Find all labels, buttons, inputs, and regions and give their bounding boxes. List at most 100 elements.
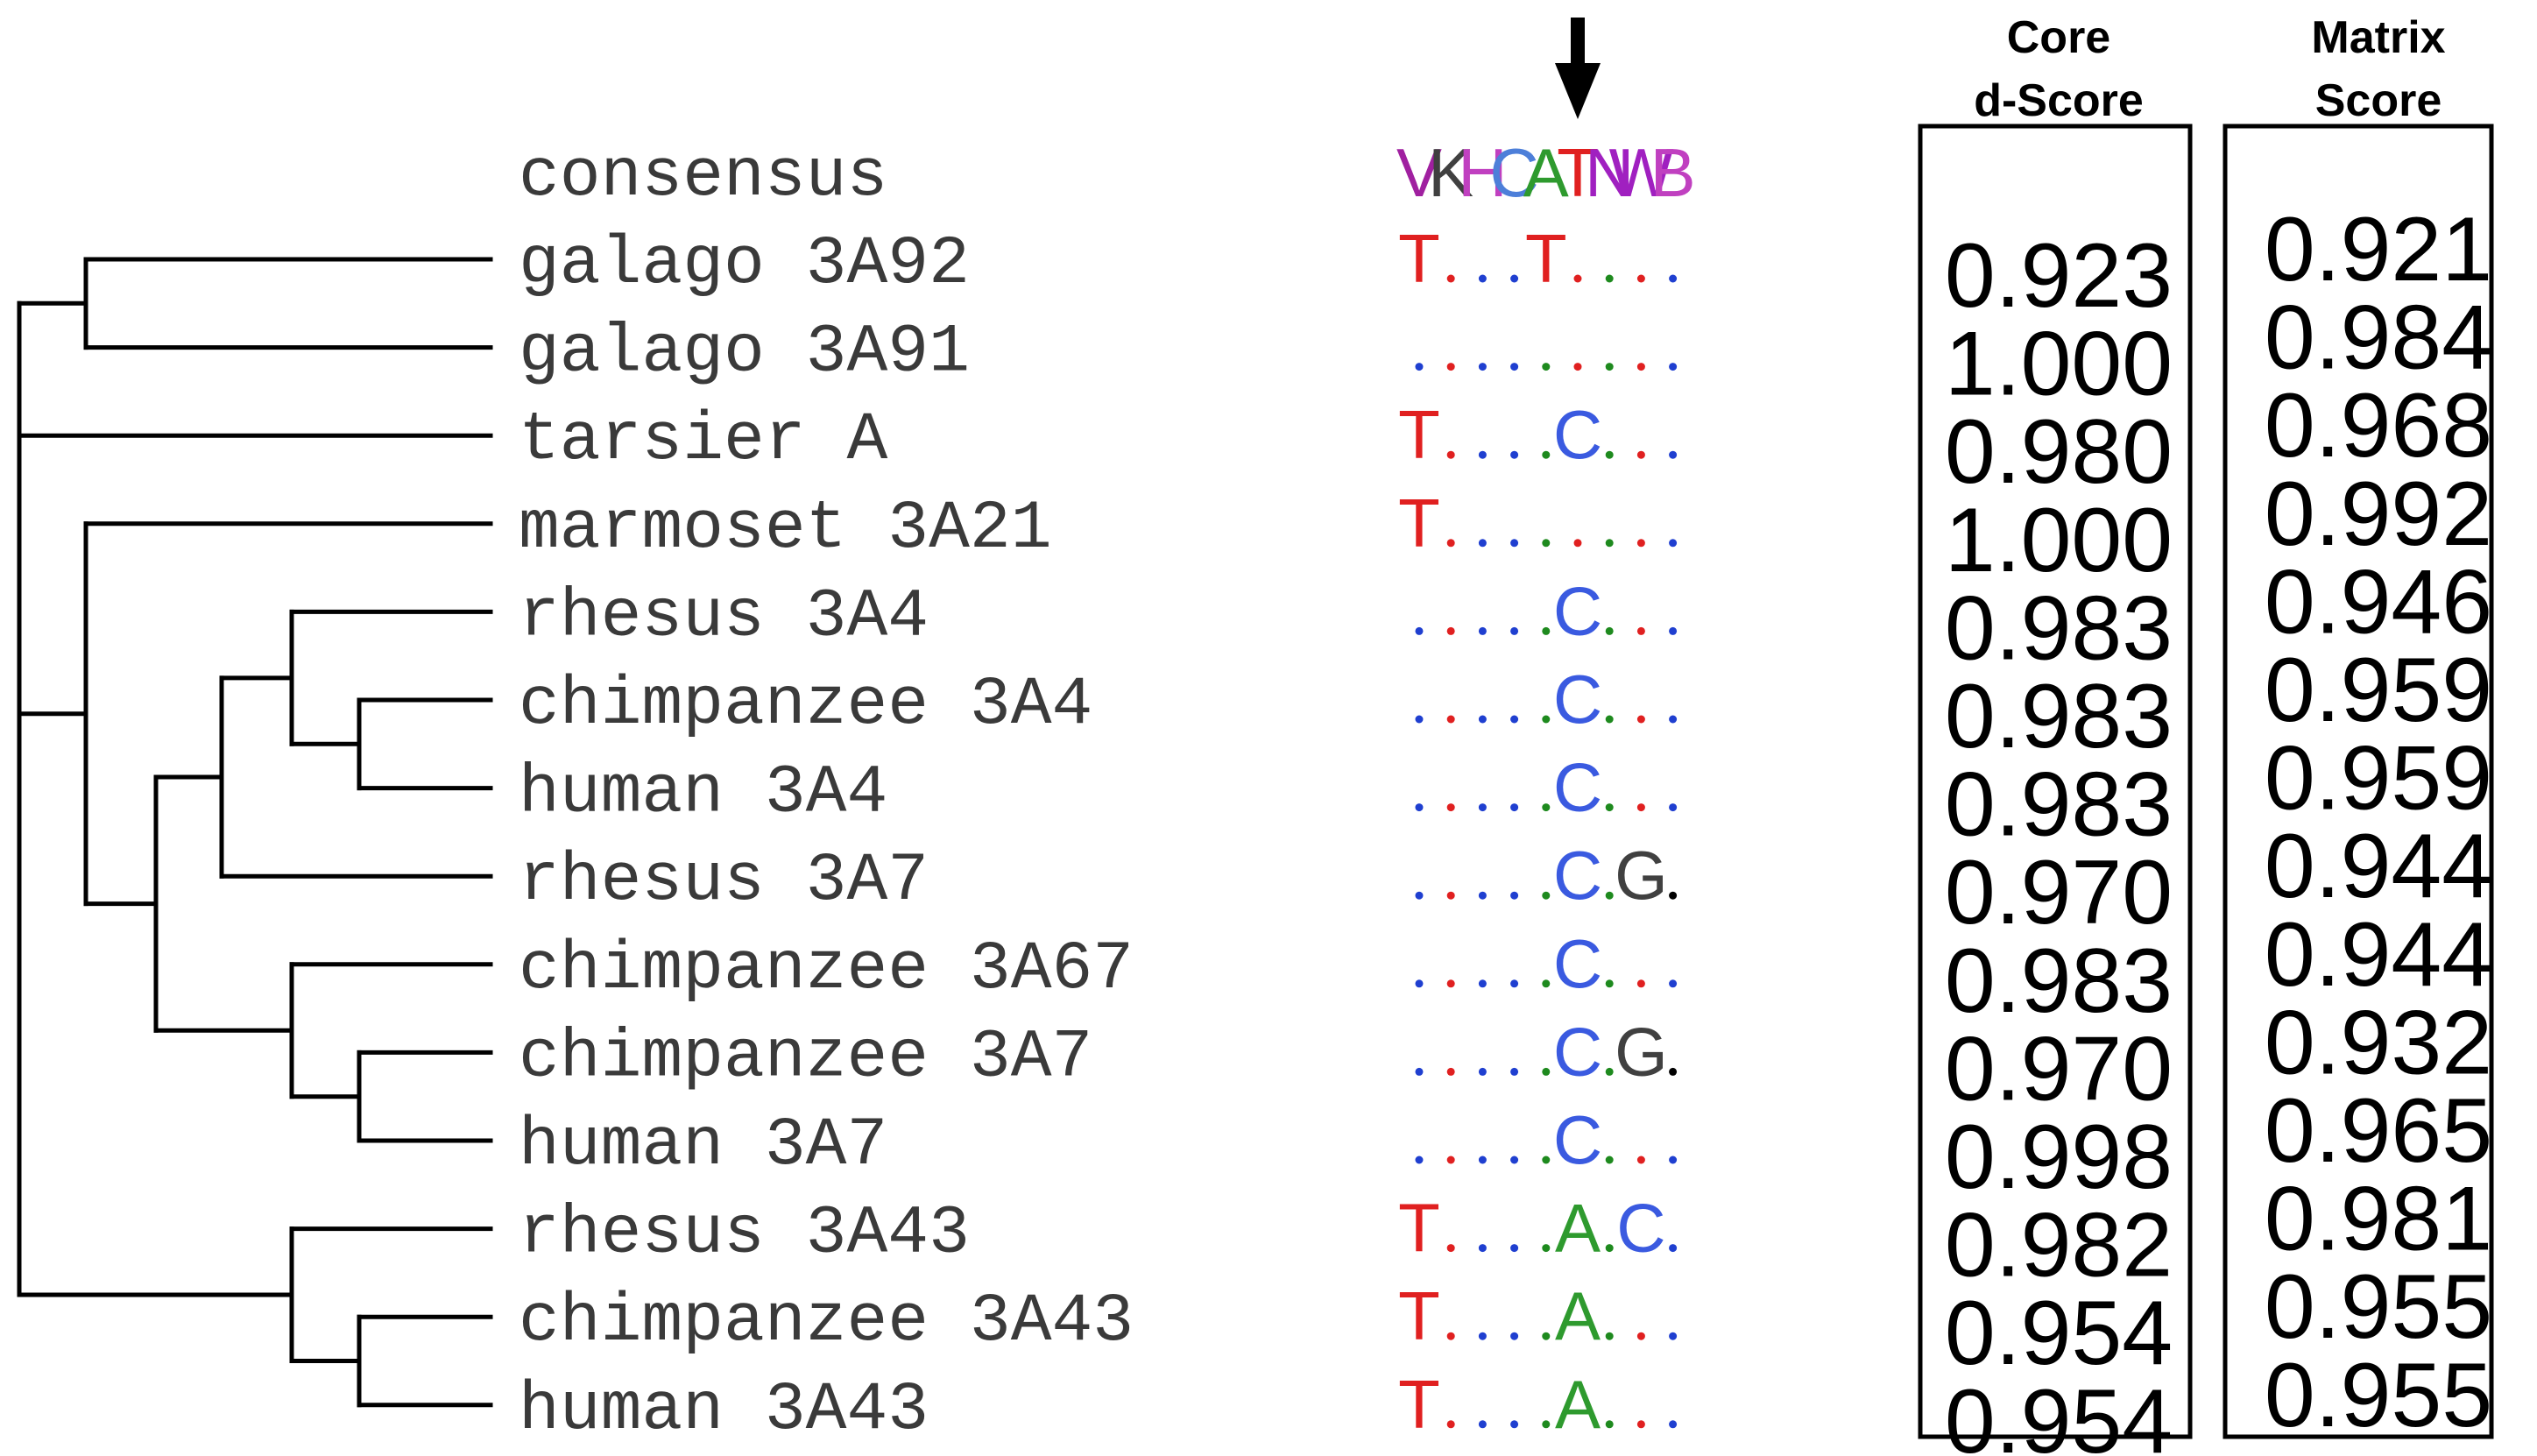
core-d-score-box xyxy=(1918,124,2193,1439)
core-d-score-value: 0.980 xyxy=(1945,401,2173,503)
match-dot xyxy=(1636,539,1645,548)
matrix-score-value: 0.992 xyxy=(2265,463,2492,565)
match-dot xyxy=(1478,626,1487,635)
match-dot xyxy=(1415,1067,1424,1076)
match-dot xyxy=(1605,450,1614,459)
taxon-label: chimpanzee 3A67 xyxy=(519,931,1134,1008)
residue-letter: T xyxy=(1525,220,1567,297)
match-dot xyxy=(1478,715,1487,724)
match-dot xyxy=(1415,803,1424,812)
matrix-score-value: 0.984 xyxy=(2265,287,2492,389)
match-dot xyxy=(1636,979,1645,988)
match-dot xyxy=(1415,979,1424,988)
match-dot xyxy=(1669,715,1678,724)
match-dot xyxy=(1478,539,1487,548)
match-dot xyxy=(1542,1067,1551,1076)
core-d-score-value: 1.000 xyxy=(1945,490,2173,591)
core-d-score-value: 0.970 xyxy=(1945,842,2173,944)
taxon-label: galago 3A91 xyxy=(519,315,970,392)
residue-letter: C xyxy=(1553,749,1602,826)
residue-letter: C xyxy=(1553,1013,1602,1090)
match-dot xyxy=(1446,1067,1455,1076)
core-d-score-value: 0.983 xyxy=(1945,754,2173,856)
matrix-score-value: 0.944 xyxy=(2265,904,2492,1006)
match-dot xyxy=(1446,803,1455,812)
matrix-score-value: 0.959 xyxy=(2265,728,2492,830)
match-dot xyxy=(1446,1156,1455,1164)
match-dot xyxy=(1669,1332,1678,1340)
residue-letter: C xyxy=(1553,396,1602,473)
core-d-score-value: 0.970 xyxy=(1945,1018,2173,1120)
match-dot xyxy=(1669,891,1678,900)
matrix-score-value: 0.965 xyxy=(2265,1080,2492,1182)
match-dot xyxy=(1510,363,1519,371)
core-d-score-value: 0.983 xyxy=(1945,666,2173,767)
matrix-score-value: 0.955 xyxy=(2265,1256,2492,1358)
phylogenetic-tree xyxy=(17,257,493,1408)
match-dot xyxy=(1573,539,1582,548)
residue-letter: T xyxy=(1398,484,1440,562)
match-dot xyxy=(1478,1420,1487,1429)
taxon-label: human 3A43 xyxy=(519,1372,929,1449)
match-dot xyxy=(1605,1067,1614,1076)
residue-letter: C xyxy=(1553,1101,1602,1178)
matrix-score-value: 0.921 xyxy=(2265,199,2492,300)
match-dot xyxy=(1573,363,1582,371)
match-dot xyxy=(1446,891,1455,900)
match-dot xyxy=(1542,1420,1551,1429)
consensus-residue: K xyxy=(1428,134,1473,211)
match-dot xyxy=(1478,1244,1487,1253)
residue-letter: T xyxy=(1398,1190,1440,1267)
match-dot xyxy=(1510,1156,1519,1164)
match-dot xyxy=(1415,363,1424,371)
match-dot xyxy=(1510,1244,1519,1253)
match-dot xyxy=(1542,803,1551,812)
match-dot xyxy=(1542,1332,1551,1340)
matrix-score-value: 0.955 xyxy=(2265,1345,2492,1446)
matrix-score-box xyxy=(2223,124,2494,1439)
core-d-score-value: 0.954 xyxy=(1945,1371,2173,1456)
arrow-head xyxy=(1555,63,1601,119)
match-dot xyxy=(1446,274,1455,283)
match-dot xyxy=(1542,1244,1551,1253)
taxon-label: rhesus 3A43 xyxy=(519,1196,970,1273)
match-dot xyxy=(1446,715,1455,724)
match-dot xyxy=(1669,363,1678,371)
match-dot xyxy=(1542,715,1551,724)
matrix-score-value: 0.959 xyxy=(2265,640,2492,741)
match-dot xyxy=(1636,715,1645,724)
match-dot xyxy=(1415,626,1424,635)
match-dot xyxy=(1478,979,1487,988)
match-dot xyxy=(1669,274,1678,283)
core-d-score-value: 0.923 xyxy=(1945,225,2173,327)
match-dot xyxy=(1636,1156,1645,1164)
matrix-score-value: 0.932 xyxy=(2265,992,2492,1093)
match-dot xyxy=(1605,1244,1614,1253)
match-dot xyxy=(1542,539,1551,548)
match-dot xyxy=(1669,979,1678,988)
match-dot xyxy=(1542,450,1551,459)
match-dot xyxy=(1510,450,1519,459)
match-dot xyxy=(1636,450,1645,459)
match-dot xyxy=(1478,1332,1487,1340)
core-d-score-value: 0.998 xyxy=(1945,1106,2173,1208)
core-d-score-value: 0.982 xyxy=(1945,1195,2173,1297)
match-dot xyxy=(1478,891,1487,900)
matrix-score-header: Matrix xyxy=(2311,12,2445,63)
residue-letter: T xyxy=(1398,1277,1440,1354)
core-d-score-value: 0.983 xyxy=(1945,930,2173,1032)
residue-letter: G xyxy=(1615,1013,1668,1090)
consensus-residue: A xyxy=(1523,134,1569,211)
match-dot xyxy=(1510,539,1519,548)
match-dot xyxy=(1446,539,1455,548)
match-dot xyxy=(1510,979,1519,988)
match-dot xyxy=(1446,979,1455,988)
consensus-residue: C xyxy=(1489,134,1538,211)
residue-letter: C xyxy=(1616,1190,1665,1267)
residue-letter: C xyxy=(1553,572,1602,649)
match-dot xyxy=(1605,1332,1614,1340)
match-dot xyxy=(1446,450,1455,459)
match-dot xyxy=(1478,1156,1487,1164)
taxon-label: chimpanzee 3A4 xyxy=(519,667,1092,744)
matrix-score-header: Score xyxy=(2315,75,2442,126)
